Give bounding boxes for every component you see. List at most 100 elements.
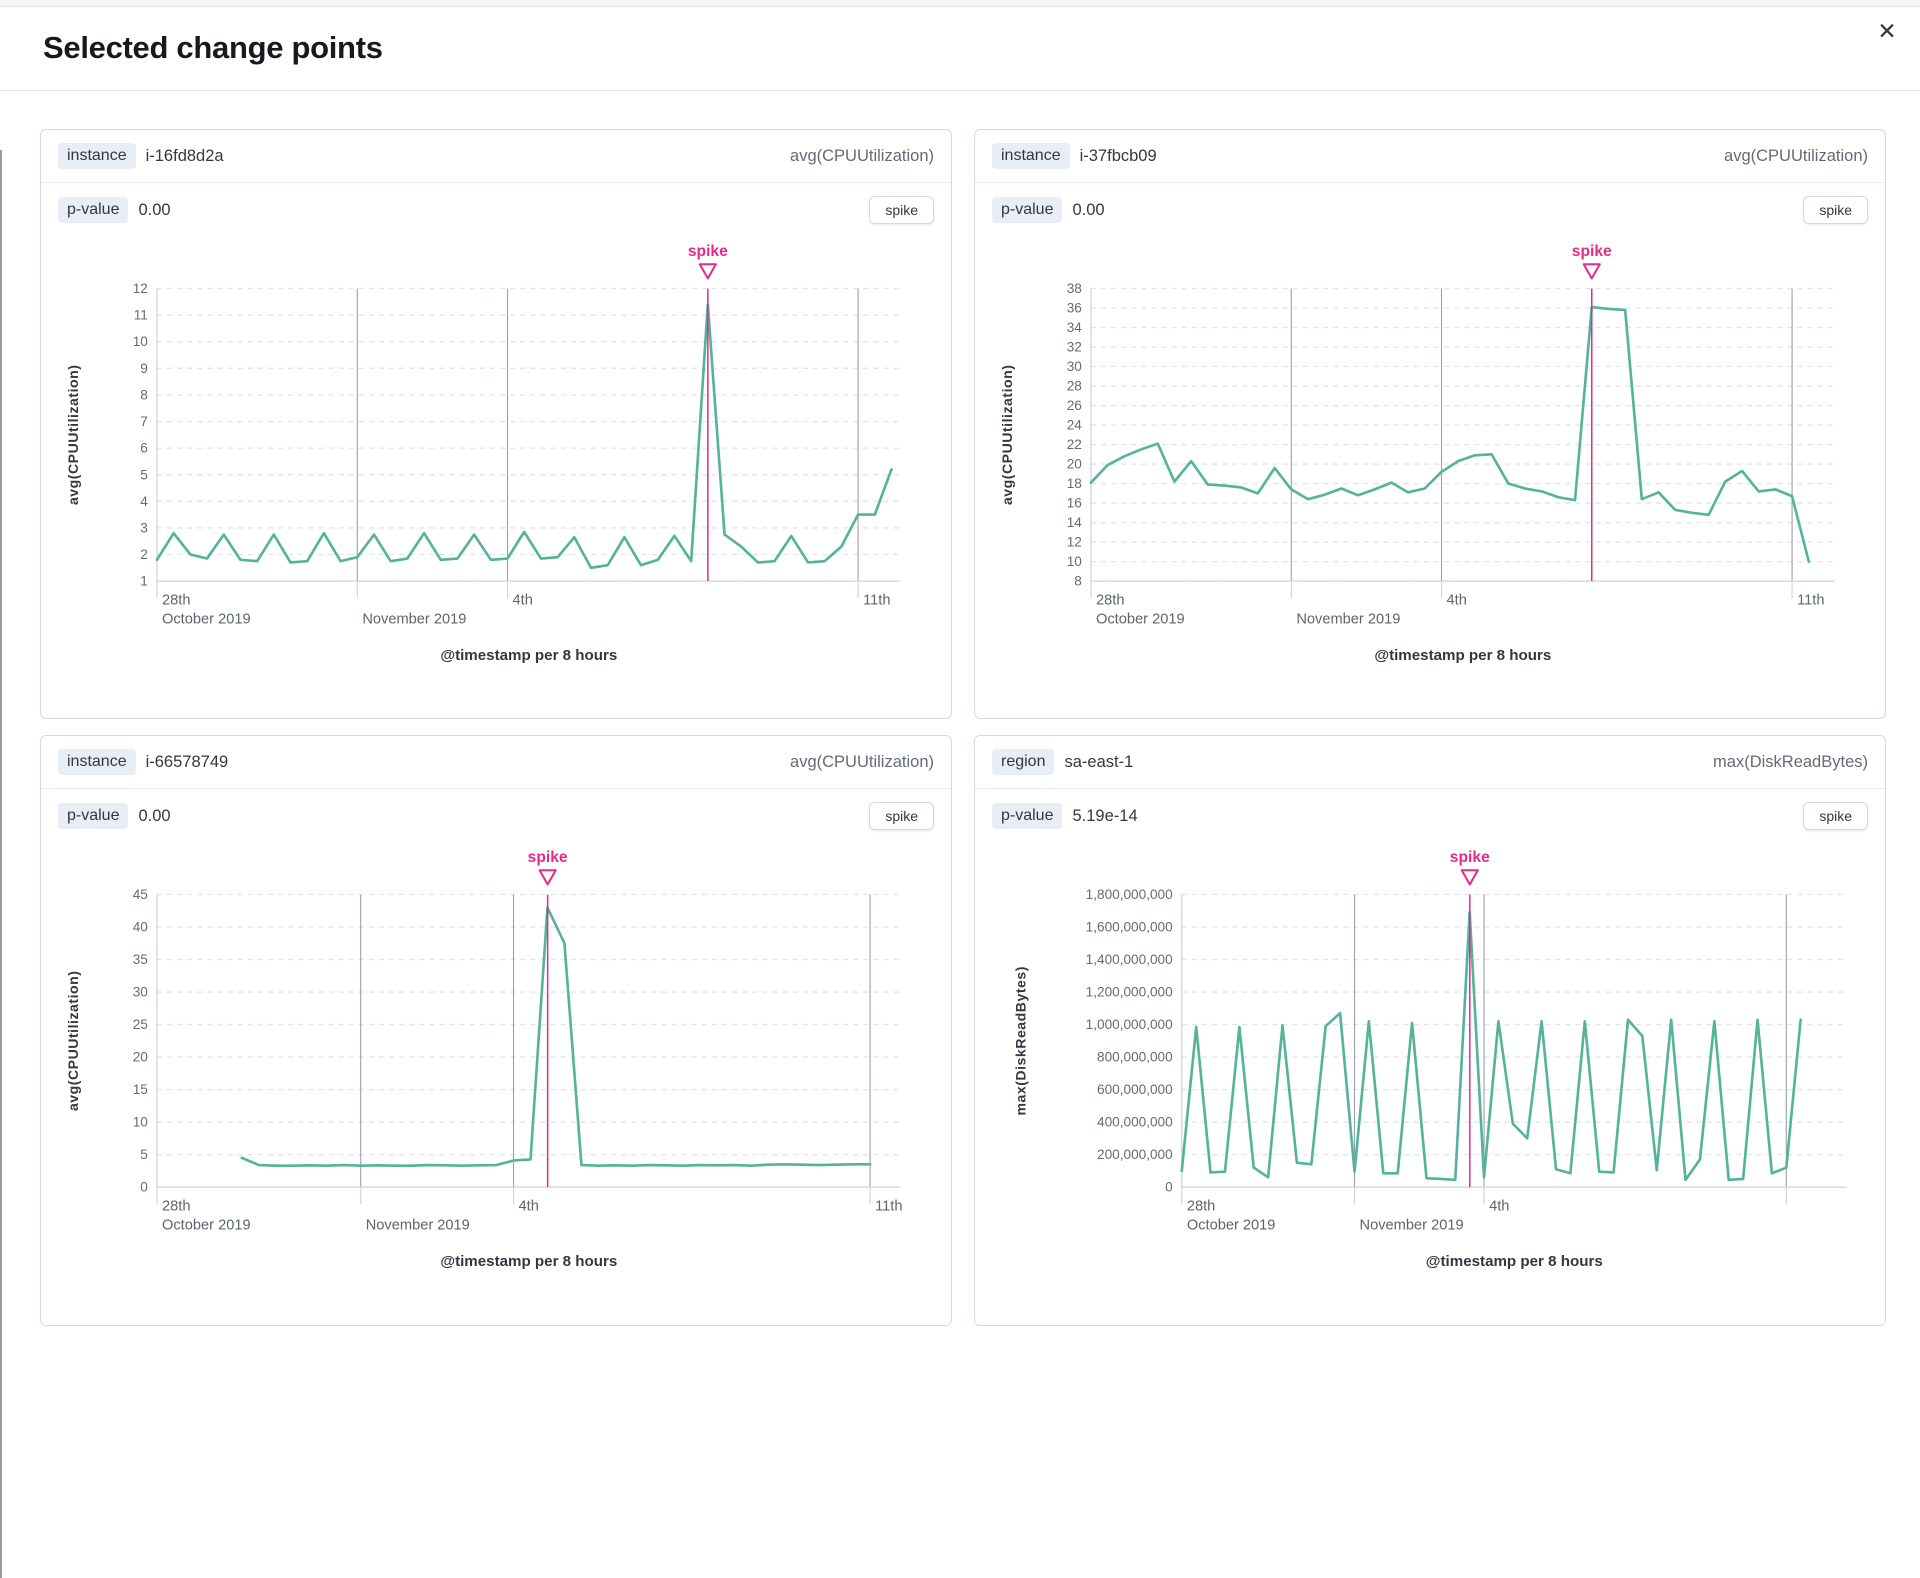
aggregation-label: avg(CPUUtilization) — [1724, 146, 1868, 165]
svg-text:0: 0 — [140, 1180, 148, 1195]
svg-text:1: 1 — [140, 574, 148, 589]
svg-text:8: 8 — [140, 387, 148, 402]
svg-text:14: 14 — [1067, 515, 1083, 530]
svg-text:1,800,000,000: 1,800,000,000 — [1086, 887, 1173, 902]
svg-text:20: 20 — [1067, 457, 1083, 472]
svg-text:20: 20 — [133, 1050, 149, 1065]
svg-text:November 2019: November 2019 — [362, 612, 466, 628]
panel-header: instance i-16fd8d2a avg(CPUUtilization) — [41, 130, 951, 183]
svg-text:spike: spike — [1572, 243, 1612, 260]
field-name-badge: instance — [58, 749, 136, 776]
line-chart: 0 5 10 15 20 25 30 35 40 45 28th October 2019 Novemb… — [65, 849, 902, 1270]
svg-text:25: 25 — [133, 1017, 148, 1032]
svg-text:avg(CPUUtilization): avg(CPUUtilization) — [65, 365, 81, 506]
svg-text:38: 38 — [1067, 281, 1082, 296]
svg-text:November 2019: November 2019 — [366, 1218, 470, 1234]
svg-text:@timestamp per 8 hours: @timestamp per 8 hours — [1426, 1253, 1603, 1270]
svg-text:28: 28 — [1067, 379, 1082, 394]
pvalue-row: p-value 5.19e-14 spike — [975, 789, 1885, 834]
svg-text:10: 10 — [133, 334, 149, 349]
svg-text:11: 11 — [134, 308, 148, 323]
aggregation-label: max(DiskReadBytes) — [1713, 752, 1868, 771]
svg-text:1,000,000,000: 1,000,000,000 — [1086, 1017, 1173, 1032]
svg-text:3: 3 — [140, 520, 148, 535]
svg-text:spike: spike — [528, 849, 568, 866]
svg-text:@timestamp per 8 hours: @timestamp per 8 hours — [440, 647, 617, 664]
change-point-panel: instance i-66578749 avg(CPUUtilization) … — [40, 735, 952, 1326]
svg-text:28th: 28th — [162, 592, 190, 608]
svg-text:22: 22 — [1067, 437, 1082, 452]
svg-text:15: 15 — [133, 1082, 148, 1097]
pvalue-badge: p-value — [992, 803, 1063, 830]
svg-text:1,200,000,000: 1,200,000,000 — [1086, 985, 1173, 1000]
svg-text:24: 24 — [1067, 418, 1083, 433]
pvalue-value: 0.00 — [1072, 200, 1105, 219]
chart-area: 8 10 12 14 16 18 20 22 24 26 28 30 32 34 36 38 28th Octob… — [975, 228, 1885, 718]
svg-text:200,000,000: 200,000,000 — [1097, 1147, 1173, 1162]
field-name-badge: region — [992, 749, 1055, 776]
change-type-button[interactable]: spike — [1803, 196, 1868, 224]
pvalue-value: 0.00 — [138, 200, 171, 219]
svg-text:avg(CPUUtilization): avg(CPUUtilization) — [999, 365, 1015, 506]
change-type-button[interactable]: spike — [869, 196, 934, 224]
svg-text:4: 4 — [140, 494, 148, 509]
svg-text:28th: 28th — [162, 1199, 190, 1215]
svg-text:1,600,000,000: 1,600,000,000 — [1086, 920, 1173, 935]
svg-text:1,400,000,000: 1,400,000,000 — [1086, 952, 1173, 967]
line-chart: 0 200,000,000 400,000,000 600,000,000 800,00… — [1012, 849, 1847, 1270]
svg-text:6: 6 — [140, 441, 148, 456]
svg-text:5: 5 — [140, 467, 148, 482]
panel-header: instance i-37fbcb09 avg(CPUUtilization) — [975, 130, 1885, 183]
svg-text:October 2019: October 2019 — [1096, 612, 1185, 628]
modal-header: Selected change points ✕ — [0, 0, 1920, 91]
field-value: i-66578749 — [145, 752, 229, 771]
svg-text:28th: 28th — [1096, 592, 1124, 608]
svg-text:4th: 4th — [1447, 592, 1467, 608]
change-type-button[interactable]: spike — [1803, 802, 1868, 831]
svg-text:28th: 28th — [1187, 1199, 1215, 1215]
svg-text:8: 8 — [1074, 574, 1082, 589]
svg-text:November 2019: November 2019 — [1360, 1218, 1464, 1234]
field-name-badge: instance — [58, 143, 136, 169]
chart-area: 0 5 10 15 20 25 30 35 40 45 28th October 2019 Novemb… — [41, 834, 951, 1324]
svg-text:max(DiskReadBytes): max(DiskReadBytes) — [1012, 966, 1028, 1115]
svg-text:26: 26 — [1067, 398, 1082, 413]
close-icon[interactable]: ✕ — [1870, 14, 1904, 48]
svg-text:October 2019: October 2019 — [1187, 1218, 1276, 1234]
svg-text:2: 2 — [140, 547, 148, 562]
svg-text:@timestamp per 8 hours: @timestamp per 8 hours — [1374, 647, 1551, 664]
change-point-panel: instance i-16fd8d2a avg(CPUUtilization) … — [40, 129, 952, 720]
svg-text:10: 10 — [133, 1115, 149, 1130]
svg-text:35: 35 — [133, 952, 148, 967]
change-point-panel-grid: instance i-16fd8d2a avg(CPUUtilization) … — [0, 91, 1920, 1326]
svg-text:30: 30 — [1067, 359, 1083, 374]
svg-text:avg(CPUUtilization): avg(CPUUtilization) — [65, 971, 81, 1112]
svg-text:34: 34 — [1067, 320, 1083, 335]
change-type-button[interactable]: spike — [869, 802, 934, 831]
svg-text:October 2019: October 2019 — [162, 1218, 251, 1234]
field-value: sa-east-1 — [1064, 752, 1134, 771]
svg-text:spike: spike — [688, 243, 728, 260]
field-name-badge: instance — [992, 143, 1070, 169]
aggregation-label: avg(CPUUtilization) — [790, 146, 934, 165]
svg-text:40: 40 — [133, 920, 149, 935]
svg-text:800,000,000: 800,000,000 — [1097, 1050, 1173, 1065]
svg-text:October 2019: October 2019 — [162, 612, 251, 628]
pvalue-badge: p-value — [58, 803, 129, 830]
panel-header: region sa-east-1 max(DiskReadBytes) — [975, 736, 1885, 790]
svg-text:30: 30 — [133, 985, 149, 1000]
line-chart: 8 10 12 14 16 18 20 22 24 26 28 30 32 34 36 38 28th Octob… — [999, 243, 1835, 664]
svg-text:4th: 4th — [1489, 1199, 1509, 1215]
background-panel-edge — [0, 150, 2, 1578]
pvalue-row: p-value 0.00 spike — [975, 183, 1885, 228]
svg-text:11th: 11th — [1797, 592, 1824, 608]
svg-text:36: 36 — [1067, 301, 1082, 316]
pvalue-badge: p-value — [992, 197, 1063, 223]
svg-text:32: 32 — [1067, 340, 1082, 355]
svg-text:400,000,000: 400,000,000 — [1097, 1115, 1173, 1130]
svg-text:@timestamp per 8 hours: @timestamp per 8 hours — [440, 1253, 617, 1270]
field-value: i-37fbcb09 — [1079, 146, 1157, 165]
svg-text:45: 45 — [133, 887, 148, 902]
svg-text:4th: 4th — [513, 592, 533, 608]
